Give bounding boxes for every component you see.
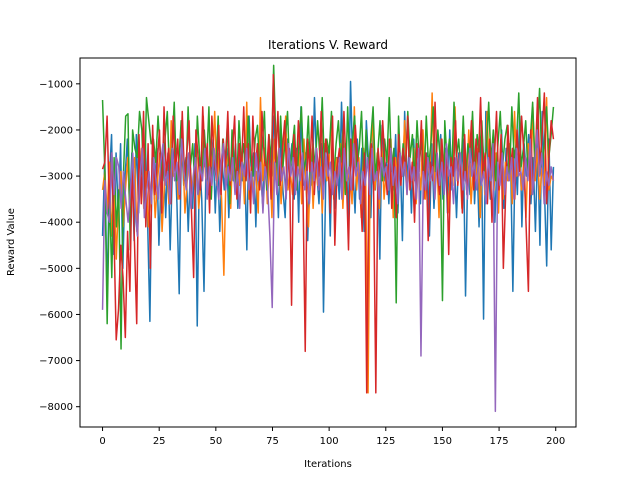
series-line-5 [101,129,555,413]
x-tick-label: 25 [153,436,166,447]
x-tick-label: 0 [99,436,105,447]
x-tick-label: 50 [209,436,222,447]
x-axis-label: Iterations [304,459,352,470]
x-tick-label: 150 [433,436,452,447]
x-tick-label: 100 [320,436,339,447]
y-tick-label: −5000 [39,264,73,275]
y-axis-label: Reward Value [6,208,17,276]
y-tick-label: −1000 [39,79,73,90]
chart-title: Iterations V. Reward [268,38,388,52]
y-tick-label: −8000 [39,402,73,413]
x-axis: 0 25 50 75 100 125 150 175 200 [99,427,565,447]
y-tick-label: −7000 [39,356,73,367]
x-tick-label: 125 [376,436,395,447]
y-tick-label: −3000 [39,172,73,183]
series-layer [101,64,555,413]
x-tick-label: 75 [266,436,279,447]
y-axis: −8000 −7000 −6000 −5000 −4000 −3000 −2000 −1000 [39,79,80,413]
y-tick-label: −6000 [39,310,73,321]
y-tick-label: −4000 [39,218,73,229]
y-tick-label: −2000 [39,125,73,136]
x-tick-label: 200 [546,436,565,447]
x-tick-label: 175 [490,436,509,447]
plot-frame [79,57,577,428]
